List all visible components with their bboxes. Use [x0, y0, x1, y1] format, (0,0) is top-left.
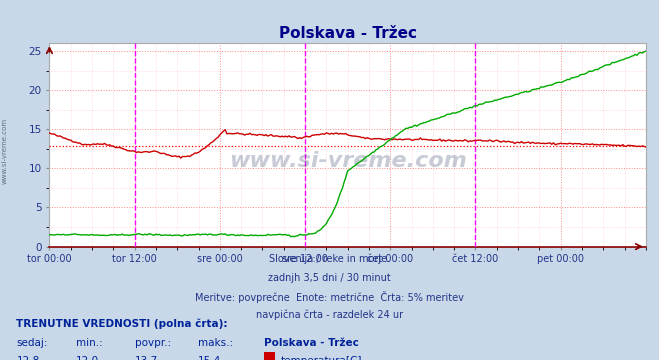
Text: sedaj:: sedaj:	[16, 338, 48, 348]
Text: 12,8: 12,8	[16, 356, 40, 360]
Text: navpična črta - razdelek 24 ur: navpična črta - razdelek 24 ur	[256, 310, 403, 320]
Text: 15,4: 15,4	[198, 356, 221, 360]
Text: min.:: min.:	[76, 338, 103, 348]
Text: zadnjh 3,5 dni / 30 minut: zadnjh 3,5 dni / 30 minut	[268, 273, 391, 283]
Text: www.si-vreme.com: www.si-vreme.com	[229, 151, 467, 171]
Text: povpr.:: povpr.:	[135, 338, 171, 348]
Title: Polskava - Tržec: Polskava - Tržec	[279, 26, 416, 41]
Text: Slovenija / reke in morje.: Slovenija / reke in morje.	[269, 254, 390, 264]
Text: 12,0: 12,0	[76, 356, 99, 360]
Text: temperatura[C]: temperatura[C]	[281, 356, 362, 360]
Text: www.si-vreme.com: www.si-vreme.com	[2, 118, 8, 184]
Text: TRENUTNE VREDNOSTI (polna črta):: TRENUTNE VREDNOSTI (polna črta):	[16, 319, 228, 329]
Text: Polskava - Tržec: Polskava - Tržec	[264, 338, 358, 348]
Text: Meritve: povprečne  Enote: metrične  Črta: 5% meritev: Meritve: povprečne Enote: metrične Črta:…	[195, 291, 464, 303]
Text: maks.:: maks.:	[198, 338, 233, 348]
Text: 13,7: 13,7	[135, 356, 158, 360]
